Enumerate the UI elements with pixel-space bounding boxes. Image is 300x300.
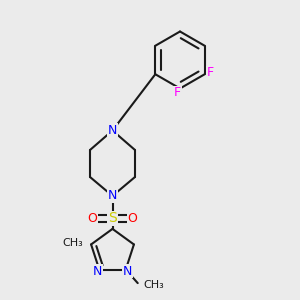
- Text: O: O: [88, 212, 97, 225]
- Text: N: N: [122, 265, 132, 278]
- Text: O: O: [128, 212, 137, 225]
- Text: N: N: [108, 124, 117, 137]
- Text: CH₃: CH₃: [63, 238, 84, 248]
- Text: F: F: [206, 66, 214, 79]
- Text: CH₃: CH₃: [143, 280, 164, 290]
- Text: N: N: [93, 265, 103, 278]
- Text: N: N: [108, 189, 117, 203]
- Text: F: F: [174, 86, 181, 100]
- Text: S: S: [108, 212, 117, 225]
